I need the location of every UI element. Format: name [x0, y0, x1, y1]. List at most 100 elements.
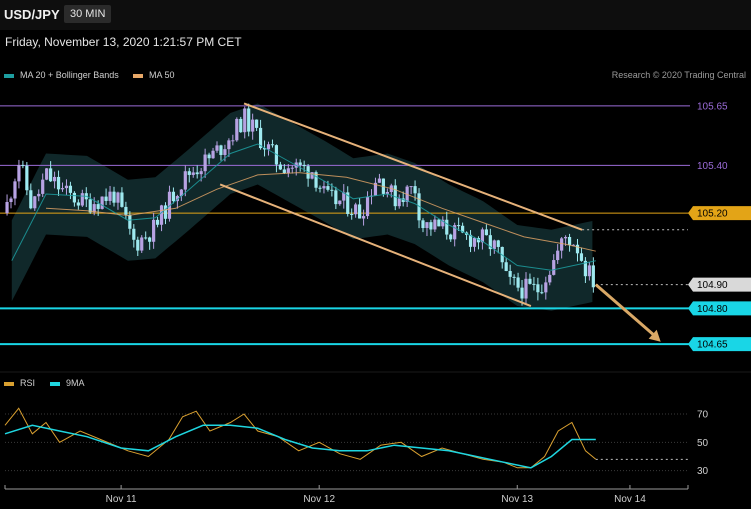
level-tag-bg [688, 277, 751, 292]
candle [191, 167, 195, 178]
candle [29, 183, 33, 210]
candle [397, 194, 401, 209]
candle [148, 236, 152, 250]
candle-body [445, 219, 449, 235]
legend-label-ma50: MA 50 [149, 70, 175, 80]
candle-body [429, 222, 433, 230]
candle [72, 191, 76, 207]
candle [377, 173, 382, 183]
candle [401, 191, 405, 207]
rsi-ma-swatch [50, 381, 60, 386]
channel-lower-line [219, 183, 532, 307]
candle [425, 222, 429, 237]
level-tag-3: 104.90 [688, 277, 751, 292]
candle-body [96, 204, 100, 209]
candle [536, 277, 540, 301]
ma50-swatch [133, 73, 143, 78]
candle [476, 236, 481, 250]
candle [579, 247, 584, 262]
candle-body [239, 118, 243, 133]
candle-body [453, 225, 457, 240]
candle-body [266, 144, 271, 150]
candle [219, 144, 223, 161]
candle [528, 273, 532, 285]
legend-label-rsi-ma: 9MA [66, 378, 85, 388]
candle [159, 204, 164, 232]
legend-label-bollinger: MA 20 + Bollinger Bands [20, 70, 119, 80]
candle [290, 165, 294, 174]
candle [548, 270, 552, 286]
candle [488, 228, 492, 256]
candle-body [504, 262, 508, 272]
level-tag-label: 104.65 [697, 340, 728, 351]
candle [532, 277, 536, 291]
candle [13, 178, 17, 206]
candle [183, 165, 187, 197]
candle [338, 200, 342, 206]
datetime-label: Friday, November 13, 2020 1:21:57 PM CET [5, 35, 242, 49]
candle-body [318, 187, 322, 189]
candle-body [354, 204, 358, 215]
candle [251, 113, 255, 140]
candle [437, 218, 441, 227]
candle-body [152, 219, 156, 242]
candle-body [571, 244, 576, 246]
level-tag-label: 105.65 [697, 101, 728, 112]
candle [346, 186, 350, 217]
rsi-swatch [4, 381, 14, 386]
candle-body [215, 145, 219, 151]
candle-body [516, 277, 520, 288]
candle-body [45, 168, 49, 180]
candle [504, 258, 508, 272]
level-tag-2: 105.20 [688, 206, 751, 221]
candle-body [536, 284, 540, 293]
candle-body [219, 145, 223, 155]
level-tag-bg [688, 206, 751, 221]
level-tag-bg [688, 337, 751, 352]
level-tag-4: 104.80 [688, 301, 751, 316]
candle [104, 188, 108, 205]
candle [520, 279, 524, 306]
candle [492, 239, 496, 254]
legend-item-rsi-ma: 9MA [50, 378, 85, 388]
candle-body [552, 260, 556, 275]
x-tick-label: Nov 12 [303, 494, 335, 505]
candle-body [25, 165, 29, 191]
candle-body [128, 214, 132, 229]
candle-body [41, 179, 45, 194]
candle [571, 244, 576, 246]
candle [445, 211, 449, 240]
candle-body [326, 186, 330, 190]
ma50-line [45, 172, 596, 252]
candle [41, 173, 45, 198]
candle-body [278, 164, 282, 170]
candle [468, 230, 473, 253]
candle-body [433, 219, 437, 230]
candle-body [207, 154, 211, 159]
candle-body [72, 192, 76, 203]
candle-body [258, 127, 263, 149]
candle-body [480, 229, 485, 243]
level-tag-label: 105.40 [697, 161, 728, 172]
candle [33, 195, 37, 211]
candle [215, 141, 219, 153]
timeframe-button[interactable]: 30 MIN [64, 5, 112, 23]
level-tag-label: 104.80 [697, 304, 728, 315]
rsi-line [4, 407, 597, 469]
candle [25, 162, 29, 196]
chart-header: USD/JPY 30 MIN [0, 0, 751, 30]
candle [21, 160, 25, 169]
candle [247, 103, 251, 137]
candle [587, 261, 591, 281]
candle [163, 202, 168, 225]
bollinger-band-fill [11, 103, 593, 311]
candle-body [116, 192, 120, 203]
candle-body [492, 240, 496, 250]
candle [433, 215, 437, 233]
candle [235, 117, 239, 142]
candle [354, 202, 358, 218]
level-tag-label: 104.90 [697, 280, 728, 291]
channel-upper-line [243, 102, 583, 231]
candle [350, 208, 354, 220]
